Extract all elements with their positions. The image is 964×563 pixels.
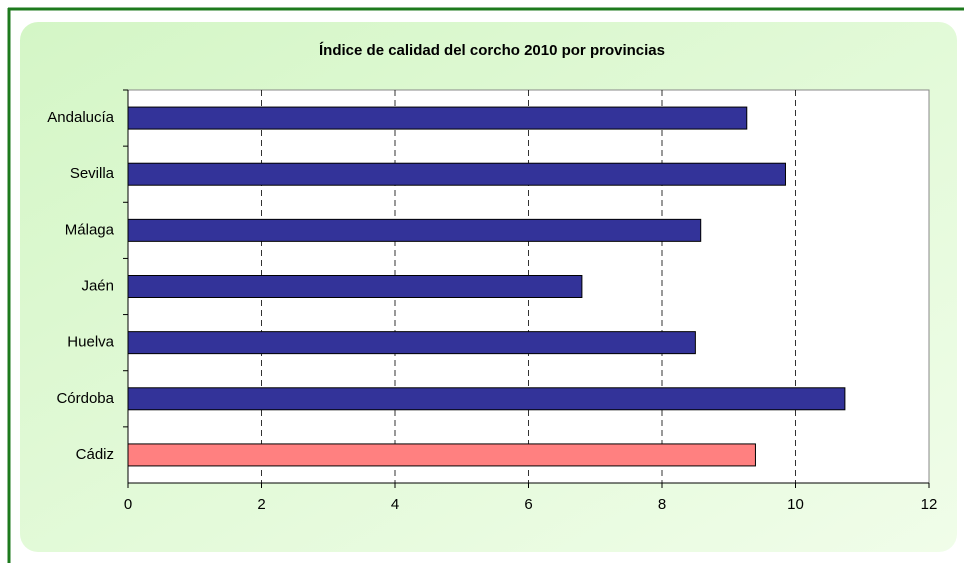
y-tick-label: Huelva (67, 334, 114, 351)
x-tick-label: 4 (391, 496, 399, 513)
x-tick-label: 10 (787, 496, 804, 513)
y-tick-label: Málaga (65, 221, 115, 238)
y-tick-label: Andalucía (47, 109, 114, 126)
x-tick-label: 12 (921, 496, 938, 513)
y-tick-label: Jaén (81, 277, 114, 294)
x-tick-label: 6 (524, 496, 532, 513)
bar (127, 218, 702, 242)
bar (127, 162, 786, 186)
x-tick-label: 0 (124, 496, 132, 513)
bar (127, 275, 583, 298)
bar (127, 443, 756, 467)
y-tick-label: Sevilla (70, 165, 115, 182)
chart-title: Índice de calidad del corcho 2010 por pr… (319, 42, 665, 59)
bar (127, 331, 696, 355)
bar (127, 387, 846, 411)
y-tick-label: Cádiz (76, 446, 114, 463)
y-tick-label: Córdoba (56, 390, 114, 407)
x-tick-label: 2 (257, 496, 265, 513)
bar (127, 106, 748, 130)
x-tick-label: 8 (658, 496, 666, 513)
